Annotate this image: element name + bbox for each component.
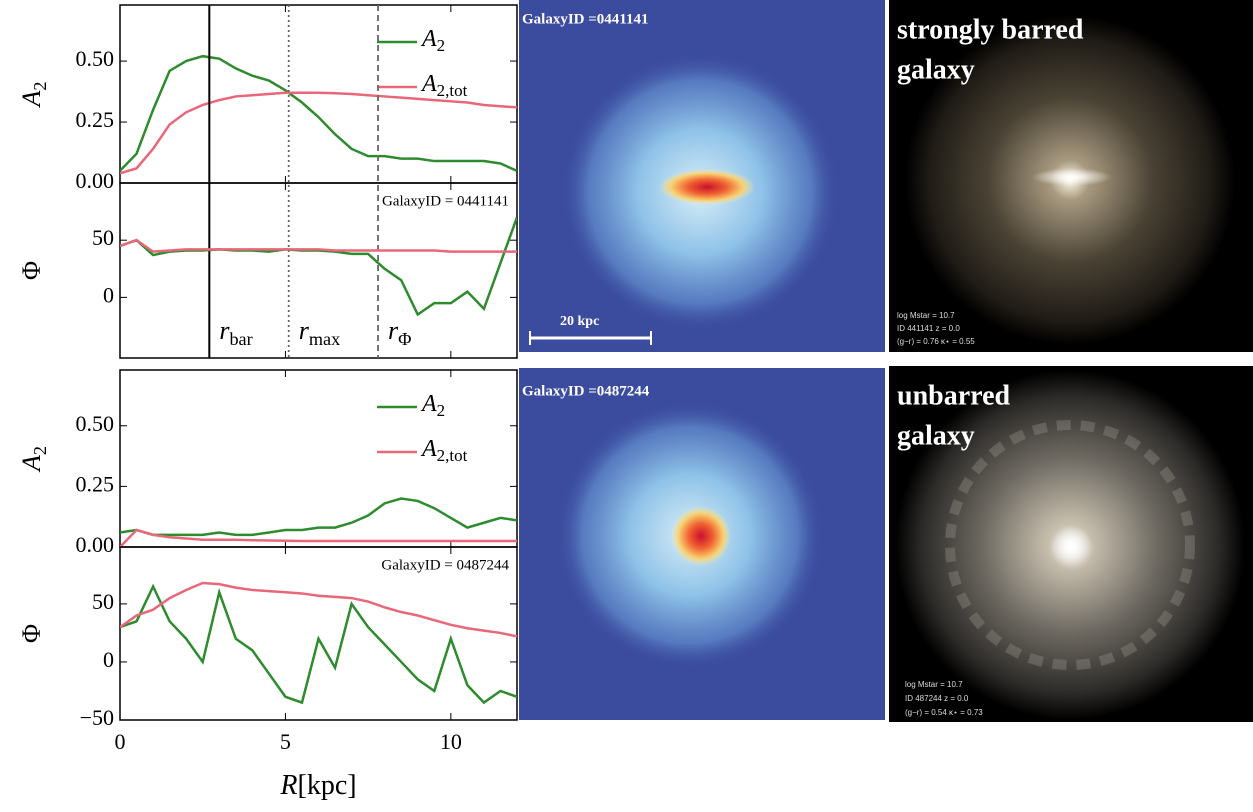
y-axis-label: A2 (17, 82, 50, 109)
legend-symbol: A (420, 436, 437, 462)
galaxy-info: ID 487244 z = 0.0 (905, 694, 969, 703)
plot-frame (119, 182, 518, 359)
legend-symbol: A (420, 26, 437, 52)
x-tick-label: 0 (115, 729, 126, 754)
marker-label: rmax (299, 316, 340, 349)
galaxy-title: strongly barred (897, 14, 1084, 45)
marker-label: rΦ (388, 316, 411, 349)
symbol: A (17, 90, 46, 108)
subscript: bar (229, 329, 252, 349)
y-tick-label: 0.00 (76, 168, 115, 193)
x-axis-label: R[kpc] (279, 770, 356, 801)
y-axis-label: A2 (17, 446, 50, 473)
galaxy-title: galaxy (897, 420, 975, 451)
data-line (120, 54, 517, 172)
legend-subscript: 2,tot (437, 446, 468, 465)
legend-label: A2 (420, 26, 445, 55)
density-map-2: GalaxyID =0487244 (519, 368, 885, 720)
symbol: R (279, 770, 297, 801)
data-line (120, 91, 517, 175)
galaxy-info: ID 441141 z = 0.0 (897, 324, 960, 333)
data-line (120, 216, 517, 317)
y-tick-label: 0 (103, 647, 114, 672)
symbol: r (219, 316, 230, 345)
unit: [kpc] (298, 770, 357, 801)
y-tick-label: −50 (80, 705, 114, 730)
legend-label: A2 (420, 391, 445, 420)
plot-frame (119, 546, 518, 721)
data-line (120, 528, 517, 547)
subscript: Φ (398, 329, 411, 349)
legend-label: A2,tot (420, 436, 468, 465)
y-tick-label: 0.25 (76, 107, 115, 132)
symbol: r (388, 316, 399, 345)
y-tick-label: 0.50 (76, 411, 115, 436)
galaxy-info: log Mstar = 10.7 (905, 680, 963, 689)
density-map-1: GalaxyID =0441141 20 kpc (519, 0, 885, 352)
symbol: Φ (17, 624, 46, 643)
legend-symbol: A (420, 71, 437, 97)
subscript: 2 (30, 82, 50, 91)
marker-label: rbar (219, 316, 252, 349)
map-title: GalaxyID =0487244 (522, 383, 650, 399)
data-line (120, 497, 517, 537)
legend-label: A2,tot (420, 71, 468, 100)
y-axis-label: Φ (17, 624, 46, 643)
y-tick-label: 0.00 (76, 532, 115, 557)
data-line (120, 583, 517, 705)
y-tick-label: 50 (92, 589, 114, 614)
subscript: 2 (30, 446, 50, 455)
galaxy-image-1: strongly barred galaxy log Mstar = 10.7 … (889, 0, 1253, 352)
galaxy-info: (g−r) = 0.54 κ⋆ = 0.73 (905, 708, 983, 717)
legend-subscript: 2 (437, 401, 446, 420)
annotation: GalaxyID = 0441141 (382, 193, 509, 209)
galaxy-info: (g−r) = 0.76 κ⋆ = 0.55 (897, 337, 975, 346)
y-tick-label: 0.25 (76, 471, 115, 496)
galaxy-image-2: unbarred galaxy log Mstar = 10.7 ID 4872… (889, 366, 1253, 722)
legend-symbol: A (420, 391, 437, 417)
symbol: A (17, 455, 46, 473)
symbol: r (299, 316, 310, 345)
y-axis-label: Φ (17, 261, 46, 280)
subscript: max (309, 329, 340, 349)
annotation: GalaxyID = 0487244 (381, 557, 509, 573)
legend-subscript: 2 (437, 36, 446, 55)
data-line (120, 581, 517, 638)
scale-bar-label: 20 kpc (560, 314, 599, 329)
galaxy-title: unbarred (897, 380, 1010, 411)
legend-subscript: 2,tot (437, 81, 468, 100)
data-line (120, 238, 517, 253)
galaxy-title: galaxy (897, 54, 975, 85)
map-title: GalaxyID =0441141 (522, 11, 648, 27)
y-tick-label: 50 (92, 225, 114, 250)
x-tick-label: 10 (440, 729, 462, 754)
y-tick-label: 0.50 (76, 46, 115, 71)
galaxy-info: log Mstar = 10.7 (897, 311, 955, 320)
symbol: Φ (17, 261, 46, 280)
y-tick-label: 0 (103, 282, 114, 307)
x-tick-label: 5 (280, 729, 291, 754)
